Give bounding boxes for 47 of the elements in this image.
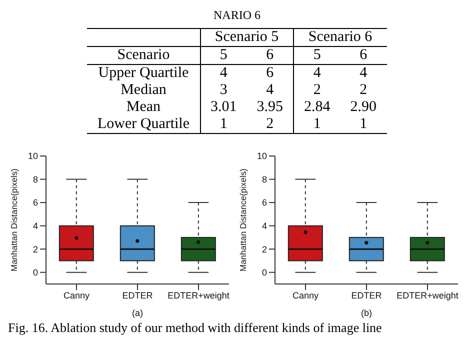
x-tick-label: EDTER+weight (396, 290, 459, 300)
y-tick-label: 0 (32, 268, 38, 278)
y-tick-label: 4 (32, 221, 38, 232)
x-axis-title: (a) (132, 308, 143, 318)
x-tick-label: EDTER (122, 290, 154, 300)
category-label: Lower Quartile (97, 116, 190, 132)
x-tick-label: Canny (292, 290, 320, 300)
y-tick-label: 10 (256, 151, 267, 162)
y-tick-label: 2 (32, 244, 38, 254)
text: 4 (360, 65, 368, 81)
y-axis-title: Manhattan Distance(pixels) (9, 168, 20, 272)
text: Scenario 6 (294, 28, 387, 46)
text: Scenario 5 (200, 28, 294, 46)
text: 2.84 (304, 99, 330, 115)
y-tick-label: 6 (262, 198, 267, 208)
y-axis-title: Manhattan Distance(pixels) (238, 168, 248, 272)
caption: Fig. 16. Ablation study of our method with different kinds of image line (8, 320, 383, 336)
category-label: Upper Quartile (98, 65, 189, 81)
x-axis-title: (b) (361, 308, 372, 318)
y-tick-label: 4 (262, 221, 267, 232)
y-tick-label: 2 (262, 244, 267, 254)
y-tick-label: 10 (28, 151, 38, 162)
y-tick-label: 6 (32, 198, 38, 208)
text: 1 (220, 116, 228, 132)
text: 3.01 (210, 99, 237, 115)
category-label: Median (120, 82, 166, 98)
x-tick-label: EDTER (351, 290, 382, 300)
text: 2 (313, 82, 321, 98)
category-label: 5 (294, 46, 340, 64)
y-tick-label: 8 (262, 174, 267, 184)
text: 2.90 (350, 99, 377, 115)
y-tick-label: 8 (32, 174, 38, 184)
category-label: 6 (358, 46, 368, 64)
text: 4 (313, 65, 321, 81)
text: 4 (220, 65, 228, 81)
text: 1 (360, 116, 368, 132)
text: NARIO 6 (212, 8, 262, 24)
text: 3.95 (256, 99, 284, 115)
text: 3 (220, 82, 228, 98)
text: 2 (360, 82, 368, 98)
text: 1 (313, 116, 321, 132)
y-tick-label: 0 (262, 268, 267, 278)
category-label: Mean (126, 99, 161, 115)
x-tick-label: Canny (63, 290, 90, 300)
category-label: 5 (200, 46, 247, 64)
text: Scenario (116, 46, 171, 64)
x-tick-label: EDTER+weight (168, 290, 230, 300)
